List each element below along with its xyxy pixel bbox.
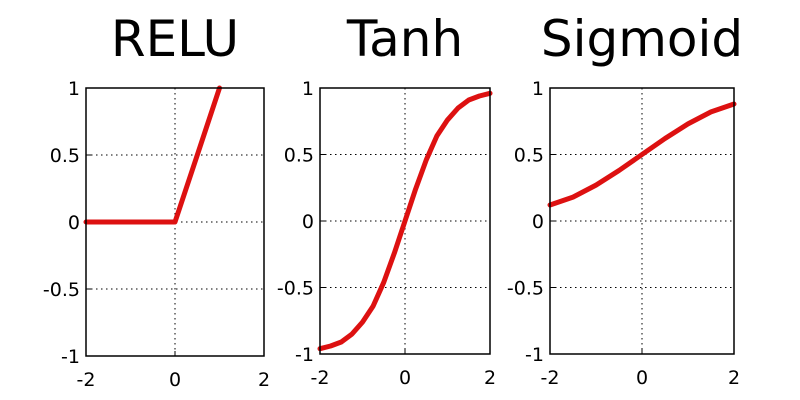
sigmoid-ytick-label-neg-0-5: -0.5 xyxy=(507,278,544,300)
relu-chart-title: RELU xyxy=(111,10,239,68)
relu-ytick-label-0-5: 0.5 xyxy=(50,145,80,167)
relu-ytick-label-neg-0-5: -0.5 xyxy=(43,279,80,301)
sigmoid-ytick-label-neg-1: -1 xyxy=(525,344,544,366)
sigmoid-curve xyxy=(547,101,737,208)
tanh-chart: Tanh 1 0.5 0 -0.5 -1-2 0 2 xyxy=(277,10,496,389)
tanh-xtick-label-neg-2: -2 xyxy=(311,367,330,389)
sigmoid-chart-title: Sigmoid xyxy=(541,10,743,68)
tanh-xtick-label-0: 0 xyxy=(399,367,411,389)
tanh-ytick-label-neg-1: -1 xyxy=(295,344,314,366)
tanh-curve xyxy=(317,90,493,352)
sigmoid-xtick-label-2: 2 xyxy=(728,367,740,389)
tanh-ytick-label-0-5: 0.5 xyxy=(284,145,314,167)
tanh-chart-title: Tanh xyxy=(346,10,463,68)
sigmoid-xtick-label-neg-2: -2 xyxy=(541,367,560,389)
relu-axes-frame xyxy=(85,87,265,357)
tanh-axes-frame xyxy=(319,87,491,355)
relu-ytick-label-1: 1 xyxy=(68,78,80,100)
sigmoid-chart: Sigmoid 1 0.5 0 -0.5 -1-2 0 2 xyxy=(507,10,743,389)
tanh-ytick-label-1: 1 xyxy=(302,78,314,100)
relu-xtick-label-2: 2 xyxy=(258,369,270,391)
sigmoid-axes-frame xyxy=(549,87,735,355)
sigmoid-xtick-label-0: 0 xyxy=(636,367,648,389)
tanh-ytick-label-0: 0 xyxy=(302,211,314,233)
tanh-ytick-label-neg-0-5: -0.5 xyxy=(277,278,314,300)
relu-xtick-label-0: 0 xyxy=(169,369,181,391)
sigmoid-ytick-label-1: 1 xyxy=(532,78,544,100)
sigmoid-ytick-label-0-5: 0.5 xyxy=(514,145,544,167)
relu-xtick-label-neg-2: -2 xyxy=(77,369,96,391)
relu-ytick-label-0: 0 xyxy=(68,212,80,234)
tanh-xtick-label-2: 2 xyxy=(484,367,496,389)
relu-chart: RELU 1 0.5 0 -0.5 -1-2 0 2 xyxy=(43,10,270,391)
relu-curve xyxy=(83,85,222,225)
relu-ytick-label-neg-1: -1 xyxy=(61,346,80,368)
sigmoid-ytick-label-0: 0 xyxy=(532,211,544,233)
